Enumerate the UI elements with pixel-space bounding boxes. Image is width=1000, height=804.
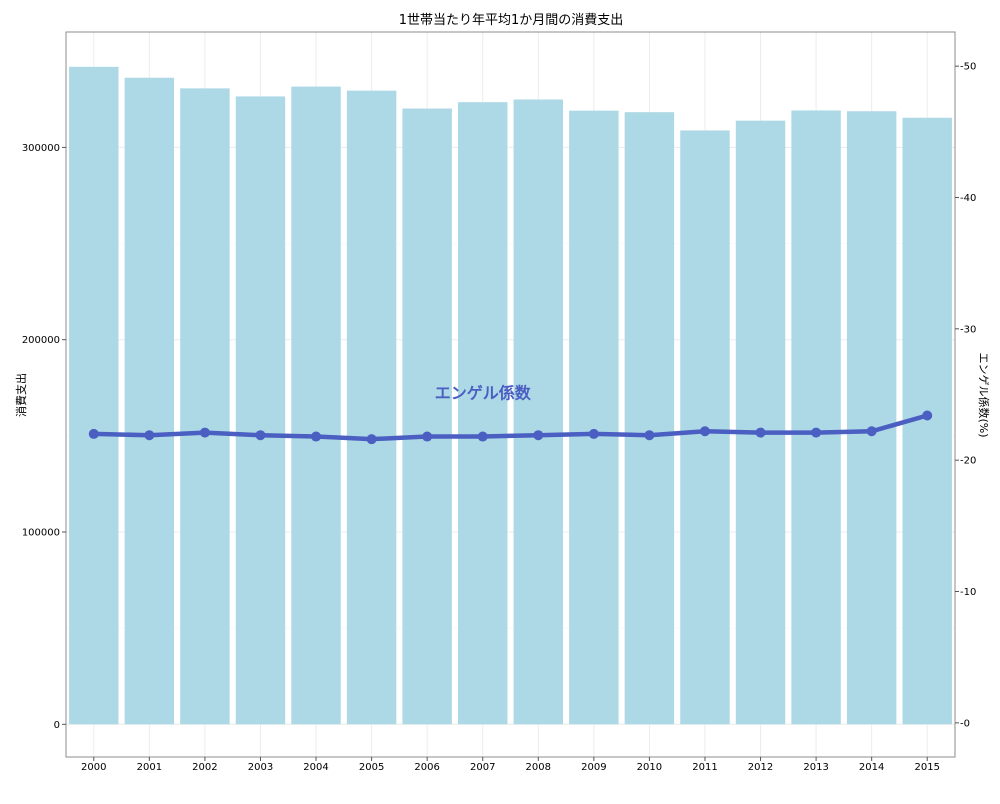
engel-point-2015 — [922, 410, 933, 421]
y2-tick-label: -40 — [960, 193, 976, 204]
x-tick-label: 2003 — [248, 762, 273, 773]
x-tick-label: 2007 — [470, 762, 495, 773]
y-tick-label: 200000 — [22, 335, 60, 346]
bar-2013 — [791, 110, 841, 725]
engel-point-2000 — [88, 428, 99, 439]
x-tick-label: 2001 — [137, 762, 162, 773]
bars — [69, 66, 952, 725]
bar-2008 — [513, 99, 564, 725]
plot-border — [65, 31, 956, 758]
x-tick-label: 2011 — [692, 762, 717, 773]
engel-point-2012 — [755, 427, 766, 438]
x-tick-label: 2005 — [359, 762, 384, 773]
x-tick-label: 2009 — [581, 762, 606, 773]
bar-2002 — [180, 88, 230, 725]
y-axis-title: 消費支出 — [14, 373, 28, 417]
bar-2012 — [735, 120, 786, 725]
engel-point-2013 — [811, 427, 822, 438]
bar-2007 — [457, 102, 508, 725]
bar-2014 — [846, 111, 897, 725]
x-tick-label: 2015 — [914, 762, 939, 773]
x-tick-label: 2014 — [859, 762, 884, 773]
y2-tick-label: -30 — [960, 324, 976, 335]
bar-2010 — [624, 112, 675, 725]
labels: 1世帯当たり年平均1か月間の消費支出 消費支出 エンゲル係数(%) エンゲル係数 — [14, 13, 990, 438]
axes: 0 100000 200000 300000 -0 -10 -20 -30 -40 -50 2000… — [22, 31, 976, 773]
engel-point-2008 — [533, 430, 544, 441]
y2-tick-label: -20 — [960, 456, 976, 467]
x-tick-label: 2000 — [81, 762, 106, 773]
engel-point-2010 — [644, 430, 655, 441]
bar-2009 — [569, 110, 619, 725]
chart-title: 1世帯当たり年平均1か月間の消費支出 — [399, 13, 624, 28]
engel-point-2007 — [477, 431, 488, 442]
engel-line — [91, 413, 930, 442]
engel-annotation: エンゲル係数 — [435, 383, 532, 402]
y2-tick-label: -10 — [960, 587, 976, 598]
bar-2001 — [124, 77, 175, 725]
x-tick-label: 2006 — [414, 762, 439, 773]
engel-point-2006 — [422, 431, 433, 442]
engel-point-2005 — [366, 434, 377, 445]
line-series — [88, 410, 933, 445]
engel-point-2014 — [866, 426, 877, 437]
x-tick-label: 2004 — [303, 762, 328, 773]
engel-point-2001 — [144, 430, 155, 441]
bar-2005 — [346, 90, 397, 725]
y2-tick-label: -50 — [960, 62, 976, 73]
bar-2000 — [69, 66, 119, 725]
engel-point-2011 — [699, 426, 710, 437]
x-tick-label: 2012 — [748, 762, 773, 773]
engel-point-2009 — [588, 428, 599, 439]
bar-2006 — [402, 108, 452, 725]
y-tick-label: 100000 — [22, 528, 60, 539]
y-tick-label: 300000 — [22, 143, 60, 154]
x-tick-label: 2008 — [526, 762, 551, 773]
y2-axis-title: エンゲル係数(%) — [977, 352, 990, 437]
x-tick-label: 2002 — [192, 762, 217, 773]
engel-point-2002 — [199, 427, 210, 438]
engel-point-2003 — [255, 430, 266, 441]
bar-2004 — [291, 86, 341, 725]
engel-point-2004 — [311, 431, 322, 442]
x-tick-label: 2010 — [637, 762, 662, 773]
x-tick-label: 2013 — [803, 762, 828, 773]
y2-tick-label: -0 — [960, 718, 970, 729]
y-tick-label: 0 — [54, 720, 60, 731]
bar-2003 — [235, 96, 286, 725]
